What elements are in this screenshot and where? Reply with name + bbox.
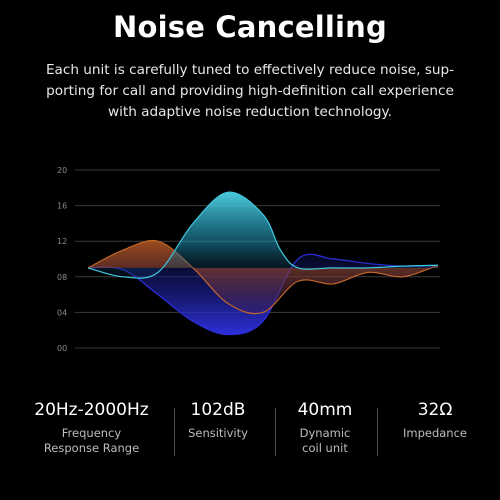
spec-label-line-2: Response Range xyxy=(43,441,140,455)
spec-value: 32Ω xyxy=(417,400,453,420)
spec-label-line-1: Frequency xyxy=(61,426,122,440)
spec-impedance: 32Ω Impedance xyxy=(385,400,485,441)
curve-cyan-line xyxy=(87,191,439,279)
spec-label-line-1: Sensitivity xyxy=(188,426,248,440)
divider xyxy=(377,408,378,456)
y-tick-label: 04 xyxy=(57,308,67,317)
spec-label: Frequency Response Range xyxy=(14,426,169,456)
y-tick-label: 08 xyxy=(57,273,67,282)
curve-orange-line xyxy=(87,239,439,315)
y-tick-label: 20 xyxy=(57,166,67,175)
description: Each unit is carefully tuned to effectiv… xyxy=(22,60,478,123)
description-line-1: Each unit is carefully tuned to effectiv… xyxy=(45,62,455,78)
description-line-2: porting for call and providing high-defi… xyxy=(46,83,454,99)
spec-coil: 40mm Dynamic coil unit xyxy=(280,400,370,456)
spec-row: 20Hz-2000Hz Frequency Response Range 102… xyxy=(0,400,500,470)
y-tick-label: 00 xyxy=(57,344,67,353)
divider xyxy=(275,408,276,456)
divider xyxy=(174,408,175,456)
spec-label: Impedance xyxy=(385,426,485,441)
description-line-3: with adaptive noise reduction technology… xyxy=(108,104,392,120)
curve-blue-line xyxy=(87,253,439,336)
y-tick-label: 16 xyxy=(57,202,67,211)
spec-label: Sensitivity xyxy=(176,426,260,441)
y-tick-label: 12 xyxy=(57,237,67,246)
spec-value: 40mm xyxy=(297,400,353,420)
noise-curve-chart: 20 16 12 08 04 00 xyxy=(57,166,440,353)
spec-label-line-1: Impedance xyxy=(402,426,467,440)
spec-label-line-2: coil unit xyxy=(302,441,348,455)
page-title: Noise Cancelling xyxy=(113,10,387,44)
spec-sensitivity: 102dB Sensitivity xyxy=(176,400,260,441)
spec-frequency: 20Hz-2000Hz Frequency Response Range xyxy=(14,400,169,456)
spec-label: Dynamic coil unit xyxy=(280,426,370,456)
spec-value: 102dB xyxy=(190,400,246,420)
spec-value: 20Hz-2000Hz xyxy=(34,400,149,420)
curve-cyan-area xyxy=(88,192,438,279)
spec-label-line-1: Dynamic xyxy=(299,426,351,440)
